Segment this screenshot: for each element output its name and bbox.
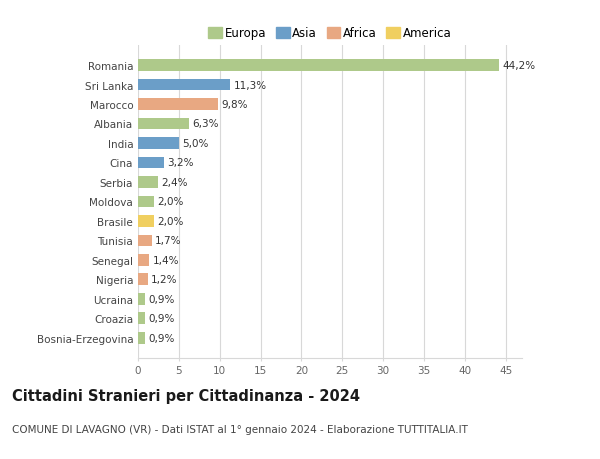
Bar [138,274,148,285]
Bar [138,60,499,72]
Bar [138,293,145,305]
Bar [138,235,152,246]
Text: Cittadini Stranieri per Cittadinanza - 2024: Cittadini Stranieri per Cittadinanza - 2… [12,388,360,403]
Bar [138,313,145,325]
Text: 2,4%: 2,4% [161,178,187,188]
Text: 1,4%: 1,4% [153,255,179,265]
Text: 5,0%: 5,0% [182,139,208,149]
Text: 2,0%: 2,0% [158,197,184,207]
Bar [138,332,145,344]
Text: 0,9%: 0,9% [149,333,175,343]
Text: 9,8%: 9,8% [221,100,248,110]
Bar [138,99,218,111]
Bar [138,254,149,266]
Text: 0,9%: 0,9% [149,313,175,324]
Text: 2,0%: 2,0% [158,216,184,226]
Bar [138,177,158,188]
Text: 3,2%: 3,2% [167,158,194,168]
Text: 1,2%: 1,2% [151,274,178,285]
Bar [138,216,154,227]
Bar [138,157,164,169]
Text: 0,9%: 0,9% [149,294,175,304]
Text: 6,3%: 6,3% [193,119,219,129]
Bar [138,196,154,208]
Bar [138,138,179,150]
Text: 44,2%: 44,2% [502,61,536,71]
Text: 1,7%: 1,7% [155,236,182,246]
Legend: Europa, Asia, Africa, America: Europa, Asia, Africa, America [205,24,455,44]
Bar [138,118,190,130]
Text: 11,3%: 11,3% [233,80,267,90]
Bar [138,79,230,91]
Text: COMUNE DI LAVAGNO (VR) - Dati ISTAT al 1° gennaio 2024 - Elaborazione TUTTITALIA: COMUNE DI LAVAGNO (VR) - Dati ISTAT al 1… [12,425,468,435]
